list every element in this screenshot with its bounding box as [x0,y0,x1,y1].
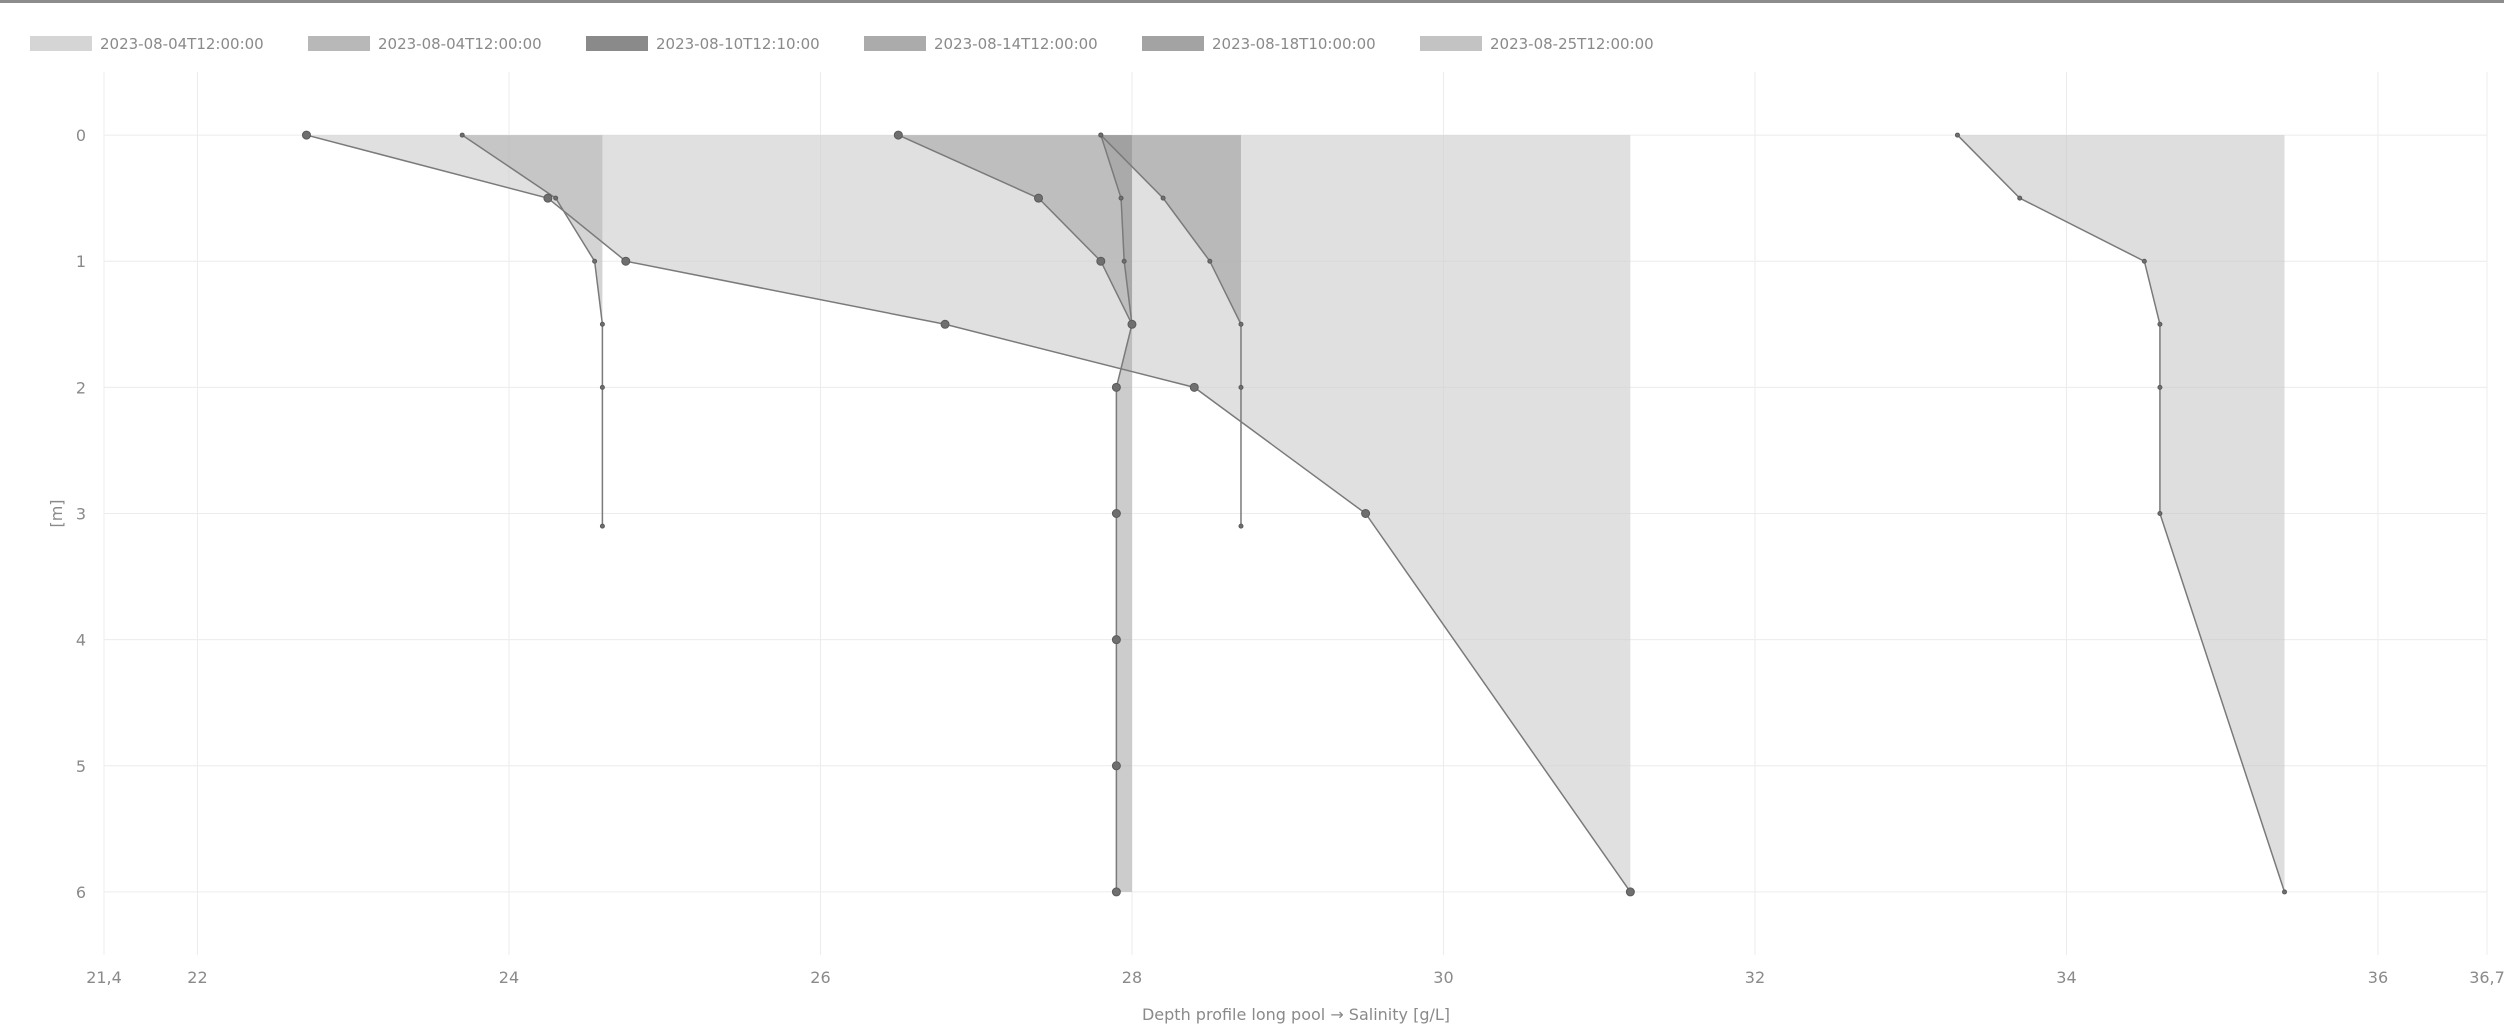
data-point[interactable] [1238,384,1244,390]
data-point[interactable] [1111,887,1121,897]
data-point[interactable] [2282,889,2288,895]
data-point[interactable] [1111,382,1121,392]
y-tick-label: 6 [76,883,86,902]
legend-swatch [30,36,92,51]
top-border [0,0,2504,3]
x-tick-label: 30 [1433,968,1453,987]
data-point[interactable] [2157,511,2163,516]
x-tick-label: 24 [499,968,519,987]
legend-label: 2023-08-25T12:00:00 [1490,35,1654,53]
series-points [301,130,2288,897]
data-point[interactable] [1189,382,1199,392]
x-tick-label: 36 [2368,968,2388,987]
legend-label: 2023-08-18T10:00:00 [1212,35,1376,53]
legend-item-5[interactable]: 2023-08-18T10:00:00 [1142,35,1376,53]
x-tick-label: 26 [810,968,830,987]
y-axis-label: [m] [47,499,66,527]
legend-item-6[interactable]: 2023-08-25T12:00:00 [1420,35,1654,53]
data-point[interactable] [553,195,559,201]
data-point[interactable] [1118,195,1124,201]
data-point[interactable] [599,523,605,529]
legend-item-4[interactable]: 2023-08-14T12:00:00 [864,35,1098,53]
series-line-2 [461,134,604,527]
data-point[interactable] [1111,635,1121,645]
y-tick-label: 1 [76,252,86,271]
data-point[interactable] [1238,523,1244,529]
x-tick-label: 28 [1122,968,1142,987]
legend-label: 2023-08-10T12:10:00 [656,35,820,53]
data-point[interactable] [301,130,311,140]
data-point[interactable] [459,132,465,138]
series-area-4 [898,135,1132,892]
data-point[interactable] [2141,258,2147,264]
data-point[interactable] [1625,887,1635,897]
data-point[interactable] [1096,256,1106,266]
data-point[interactable] [2017,195,2023,201]
legend-swatch [864,36,926,51]
series-line-3 [1100,134,1133,325]
data-point[interactable] [599,384,605,390]
x-tick-label: 22 [187,968,207,987]
data-point[interactable] [1127,319,1137,329]
series-line-5 [1100,134,1242,527]
data-point[interactable] [1160,195,1166,201]
y-tick-label: 3 [76,505,86,524]
legend-item-1[interactable]: 2023-08-04T12:00:00 [30,35,264,53]
legend-item-2[interactable]: 2023-08-04T12:00:00 [308,35,542,53]
y-tick-label: 2 [76,378,86,397]
series-area-2 [462,135,603,527]
series-area-5 [1100,135,1241,527]
data-point[interactable] [1121,258,1127,264]
legend-swatch [1420,36,1482,51]
data-point[interactable] [1111,509,1121,518]
series-fills [306,135,2285,892]
y-tick-label: 5 [76,757,86,776]
data-point[interactable] [1111,761,1121,771]
data-point[interactable] [893,130,903,140]
data-point[interactable] [621,256,631,266]
data-point[interactable] [1954,132,1960,138]
data-point[interactable] [1098,132,1104,138]
x-axis-label: Depth profile long pool → Salinity [g/L] [1142,1005,1450,1024]
series-area-1 [306,135,1631,892]
legend-item-3[interactable]: 2023-08-10T12:10:00 [586,35,820,53]
series-area-6 [1957,135,2285,892]
data-point[interactable] [599,321,605,327]
legend-swatch [586,36,648,51]
legend-label: 2023-08-14T12:00:00 [934,35,1098,53]
legend-swatch [308,36,370,51]
data-point[interactable] [592,258,598,264]
x-tick-label: 32 [1745,968,1765,987]
data-point[interactable] [1361,509,1371,518]
x-tick-label: 21,4 [86,968,122,987]
data-point[interactable] [1238,321,1244,327]
data-point[interactable] [543,193,553,203]
y-tick-label: 0 [76,126,86,145]
data-point[interactable] [1034,193,1044,203]
legend[interactable]: 2023-08-04T12:00:00 2023-08-04T12:00:00 20… [30,35,1654,53]
legend-label: 2023-08-04T12:00:00 [378,35,542,53]
data-point[interactable] [1207,258,1213,264]
data-point[interactable] [2157,321,2163,327]
data-point[interactable] [2157,384,2163,390]
x-tick-label: 36,7 [2469,968,2504,987]
data-point[interactable] [940,319,950,329]
x-tick-label: 34 [2056,968,2076,987]
y-tick-label: 4 [76,631,86,650]
legend-swatch [1142,36,1204,51]
legend-label: 2023-08-04T12:00:00 [100,35,264,53]
